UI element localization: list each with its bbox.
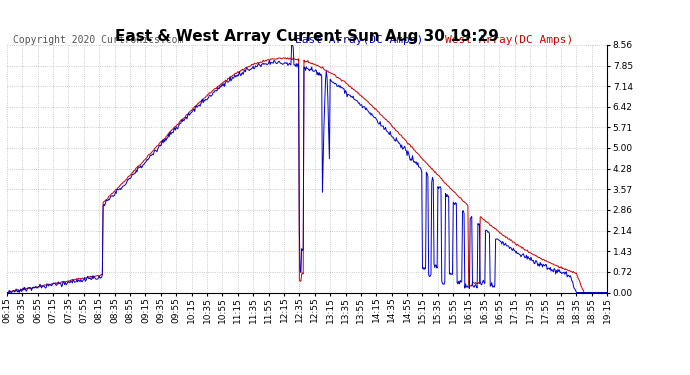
Text: West Array(DC Amps): West Array(DC Amps) xyxy=(445,35,573,45)
Text: East Array(DC Amps): East Array(DC Amps) xyxy=(295,35,423,45)
Text: Copyright 2020 Curtronics.com: Copyright 2020 Curtronics.com xyxy=(13,35,184,45)
Title: East & West Array Current Sun Aug 30 19:29: East & West Array Current Sun Aug 30 19:… xyxy=(115,29,499,44)
